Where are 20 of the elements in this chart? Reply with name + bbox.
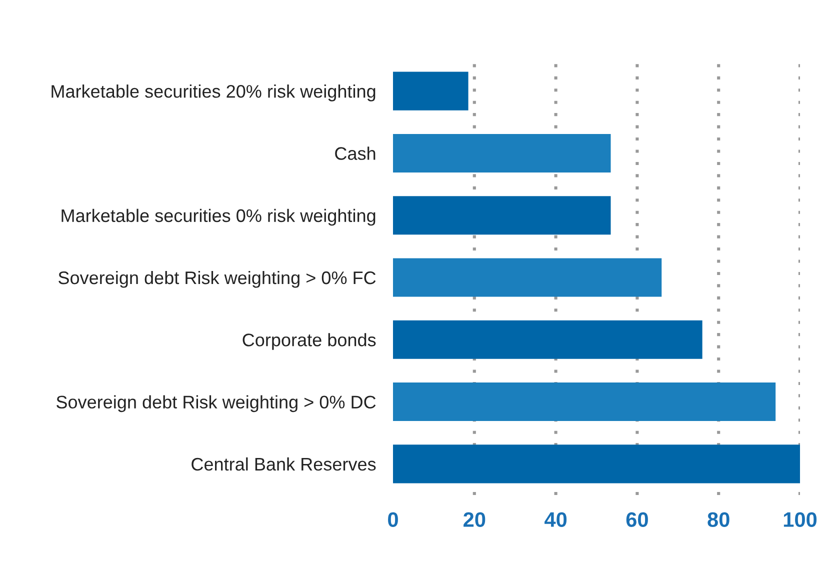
y-tick-label: Central Bank Reserves — [192, 457, 376, 471]
bar — [393, 382, 776, 422]
x-tick-label: 20 — [464, 512, 486, 527]
bar — [393, 258, 662, 297]
y-tick-label: Sovereign debt Risk weighting > 0% DC — [56, 395, 376, 412]
x-tick-label: 80 — [708, 512, 730, 527]
y-tick-label: Cash — [335, 146, 376, 160]
x-tick-label: 40 — [544, 512, 567, 527]
x-tick-label: 0 — [388, 512, 398, 527]
bar — [393, 444, 800, 484]
y-tick-label: Sovereign debt Risk weighting > 0% FC — [58, 270, 376, 288]
y-tick-label: Marketable securities 0% risk weighting — [62, 208, 376, 226]
bar — [393, 72, 468, 110]
bar — [393, 320, 702, 359]
x-tick-label: 60 — [626, 512, 648, 527]
y-tick-label: Marketable securities 20% risk weighting — [52, 84, 376, 102]
bar — [393, 134, 611, 172]
bar — [393, 196, 611, 235]
y-tick-label: Corporate bonds — [242, 333, 376, 350]
x-tick-label: 100 — [784, 512, 817, 527]
